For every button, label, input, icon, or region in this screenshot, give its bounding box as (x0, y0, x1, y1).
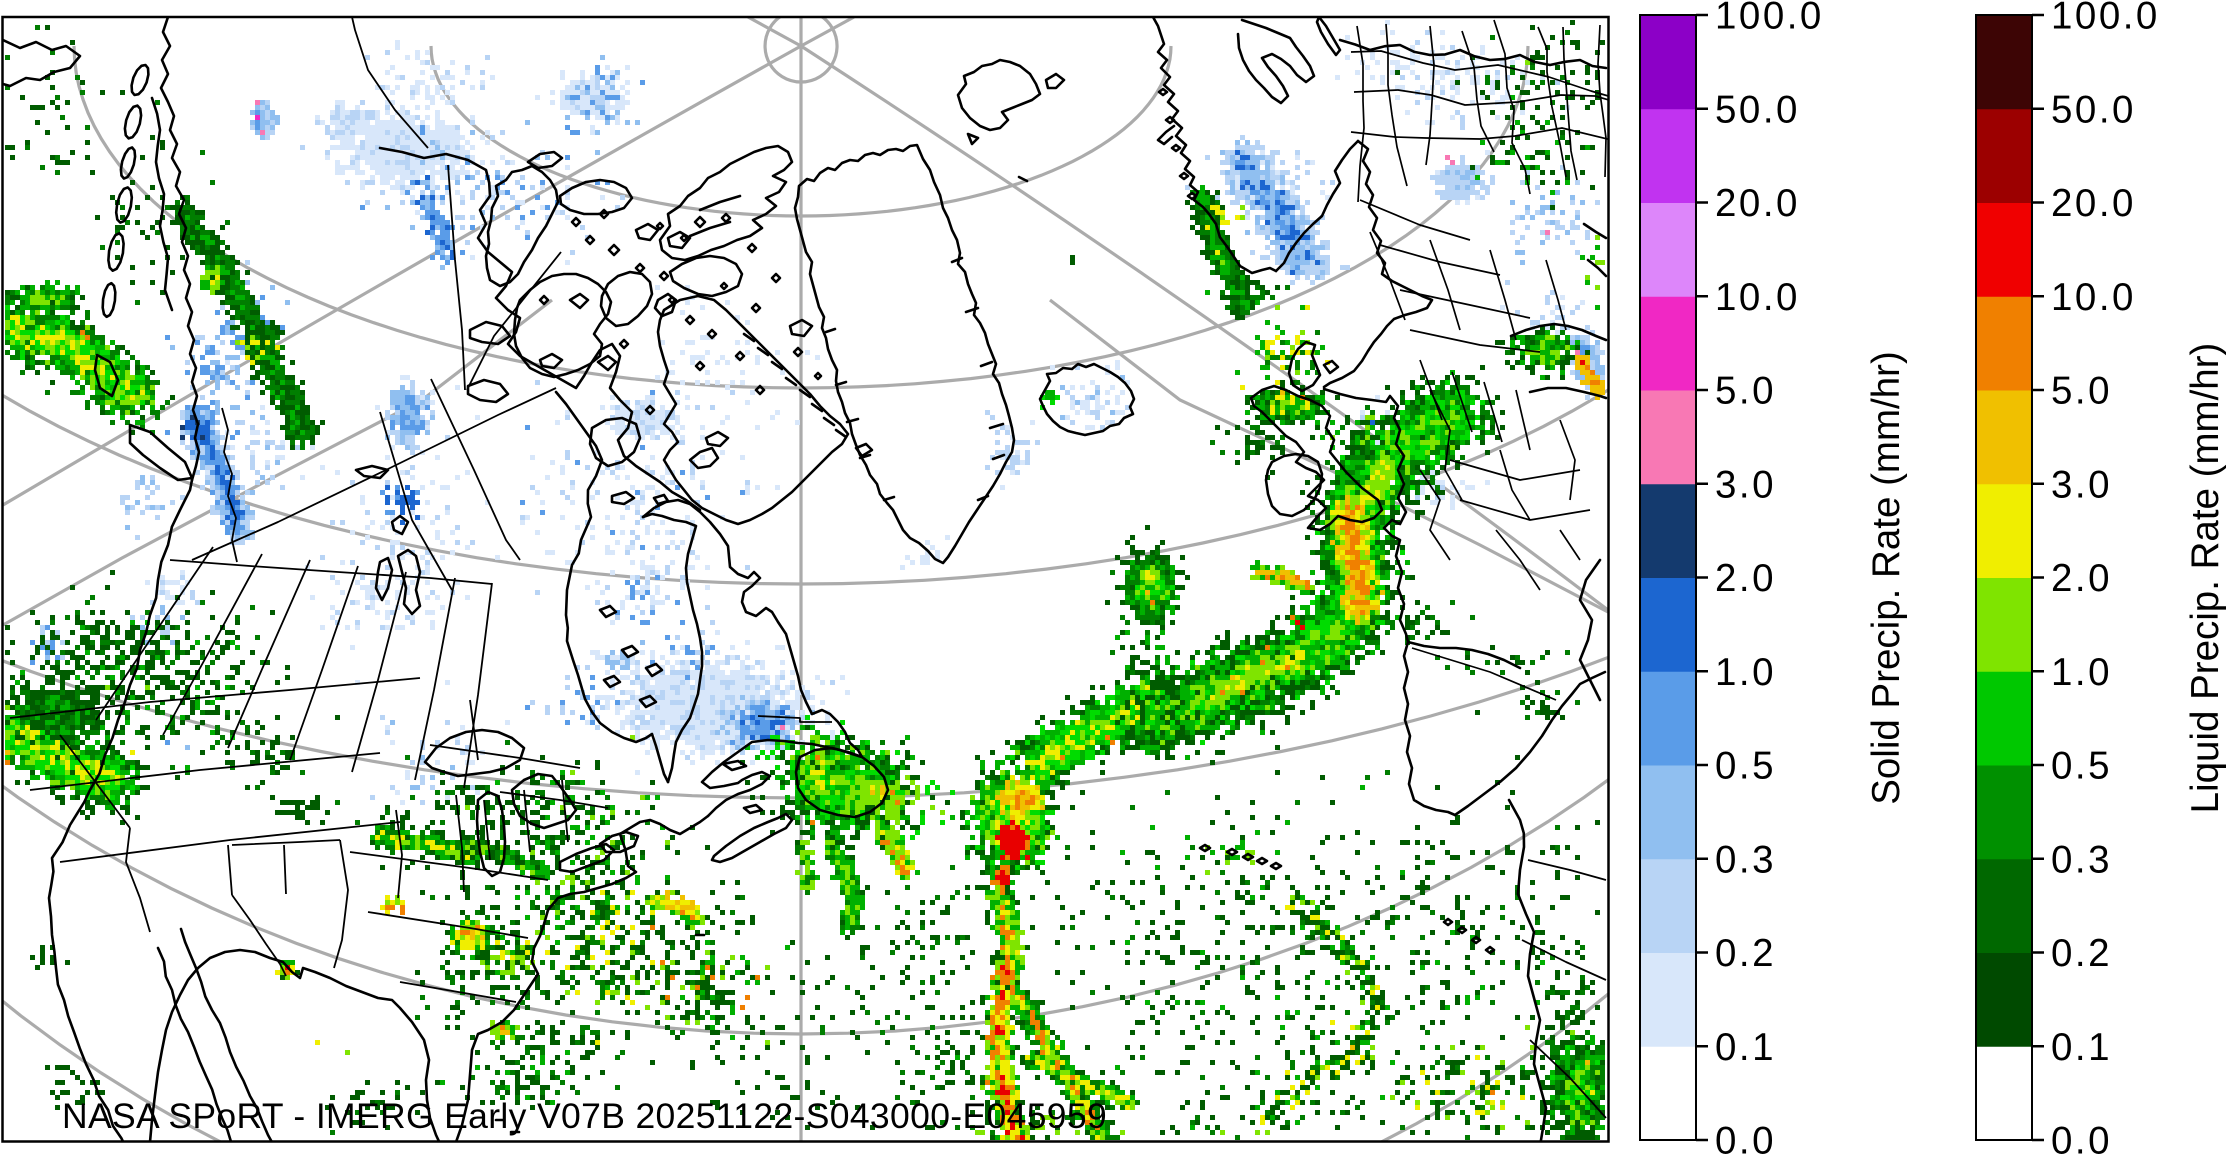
svg-text:0.3: 0.3 (2051, 838, 2112, 881)
svg-text:0.1: 0.1 (1715, 1026, 1776, 1069)
svg-text:100.0: 100.0 (2051, 0, 2160, 38)
svg-text:100.0: 100.0 (1715, 0, 1824, 38)
svg-text:10.0: 10.0 (2051, 276, 2136, 319)
svg-text:1.0: 1.0 (2051, 651, 2112, 694)
svg-text:3.0: 3.0 (1715, 463, 1776, 506)
svg-text:0.3: 0.3 (1715, 838, 1776, 881)
svg-text:50.0: 50.0 (2051, 88, 2136, 131)
svg-text:0.0: 0.0 (1715, 1120, 1776, 1163)
svg-text:Liquid Precip. Rate (mm/hr): Liquid Precip. Rate (mm/hr) (2184, 343, 2227, 814)
svg-text:0.5: 0.5 (2051, 745, 2112, 788)
svg-text:0.2: 0.2 (2051, 932, 2112, 975)
svg-text:2.0: 2.0 (2051, 557, 2112, 600)
svg-text:NASA SPoRT - IMERG Early V07B: NASA SPoRT - IMERG Early V07B 20251122-S… (62, 1096, 1107, 1136)
svg-text:2.0: 2.0 (1715, 557, 1776, 600)
svg-text:0.2: 0.2 (1715, 932, 1776, 975)
svg-text:3.0: 3.0 (2051, 463, 2112, 506)
svg-text:0.0: 0.0 (2051, 1120, 2112, 1163)
svg-text:0.5: 0.5 (1715, 745, 1776, 788)
svg-text:20.0: 20.0 (2051, 182, 2136, 225)
svg-text:1.0: 1.0 (1715, 651, 1776, 694)
svg-text:5.0: 5.0 (1715, 370, 1776, 413)
svg-text:50.0: 50.0 (1715, 88, 1800, 131)
svg-text:0.1: 0.1 (2051, 1026, 2112, 1069)
svg-text:20.0: 20.0 (1715, 182, 1800, 225)
svg-text:10.0: 10.0 (1715, 276, 1800, 319)
svg-text:5.0: 5.0 (2051, 370, 2112, 413)
svg-text:Solid Precip. Rate (mm/hr): Solid Precip. Rate (mm/hr) (1865, 351, 1908, 805)
